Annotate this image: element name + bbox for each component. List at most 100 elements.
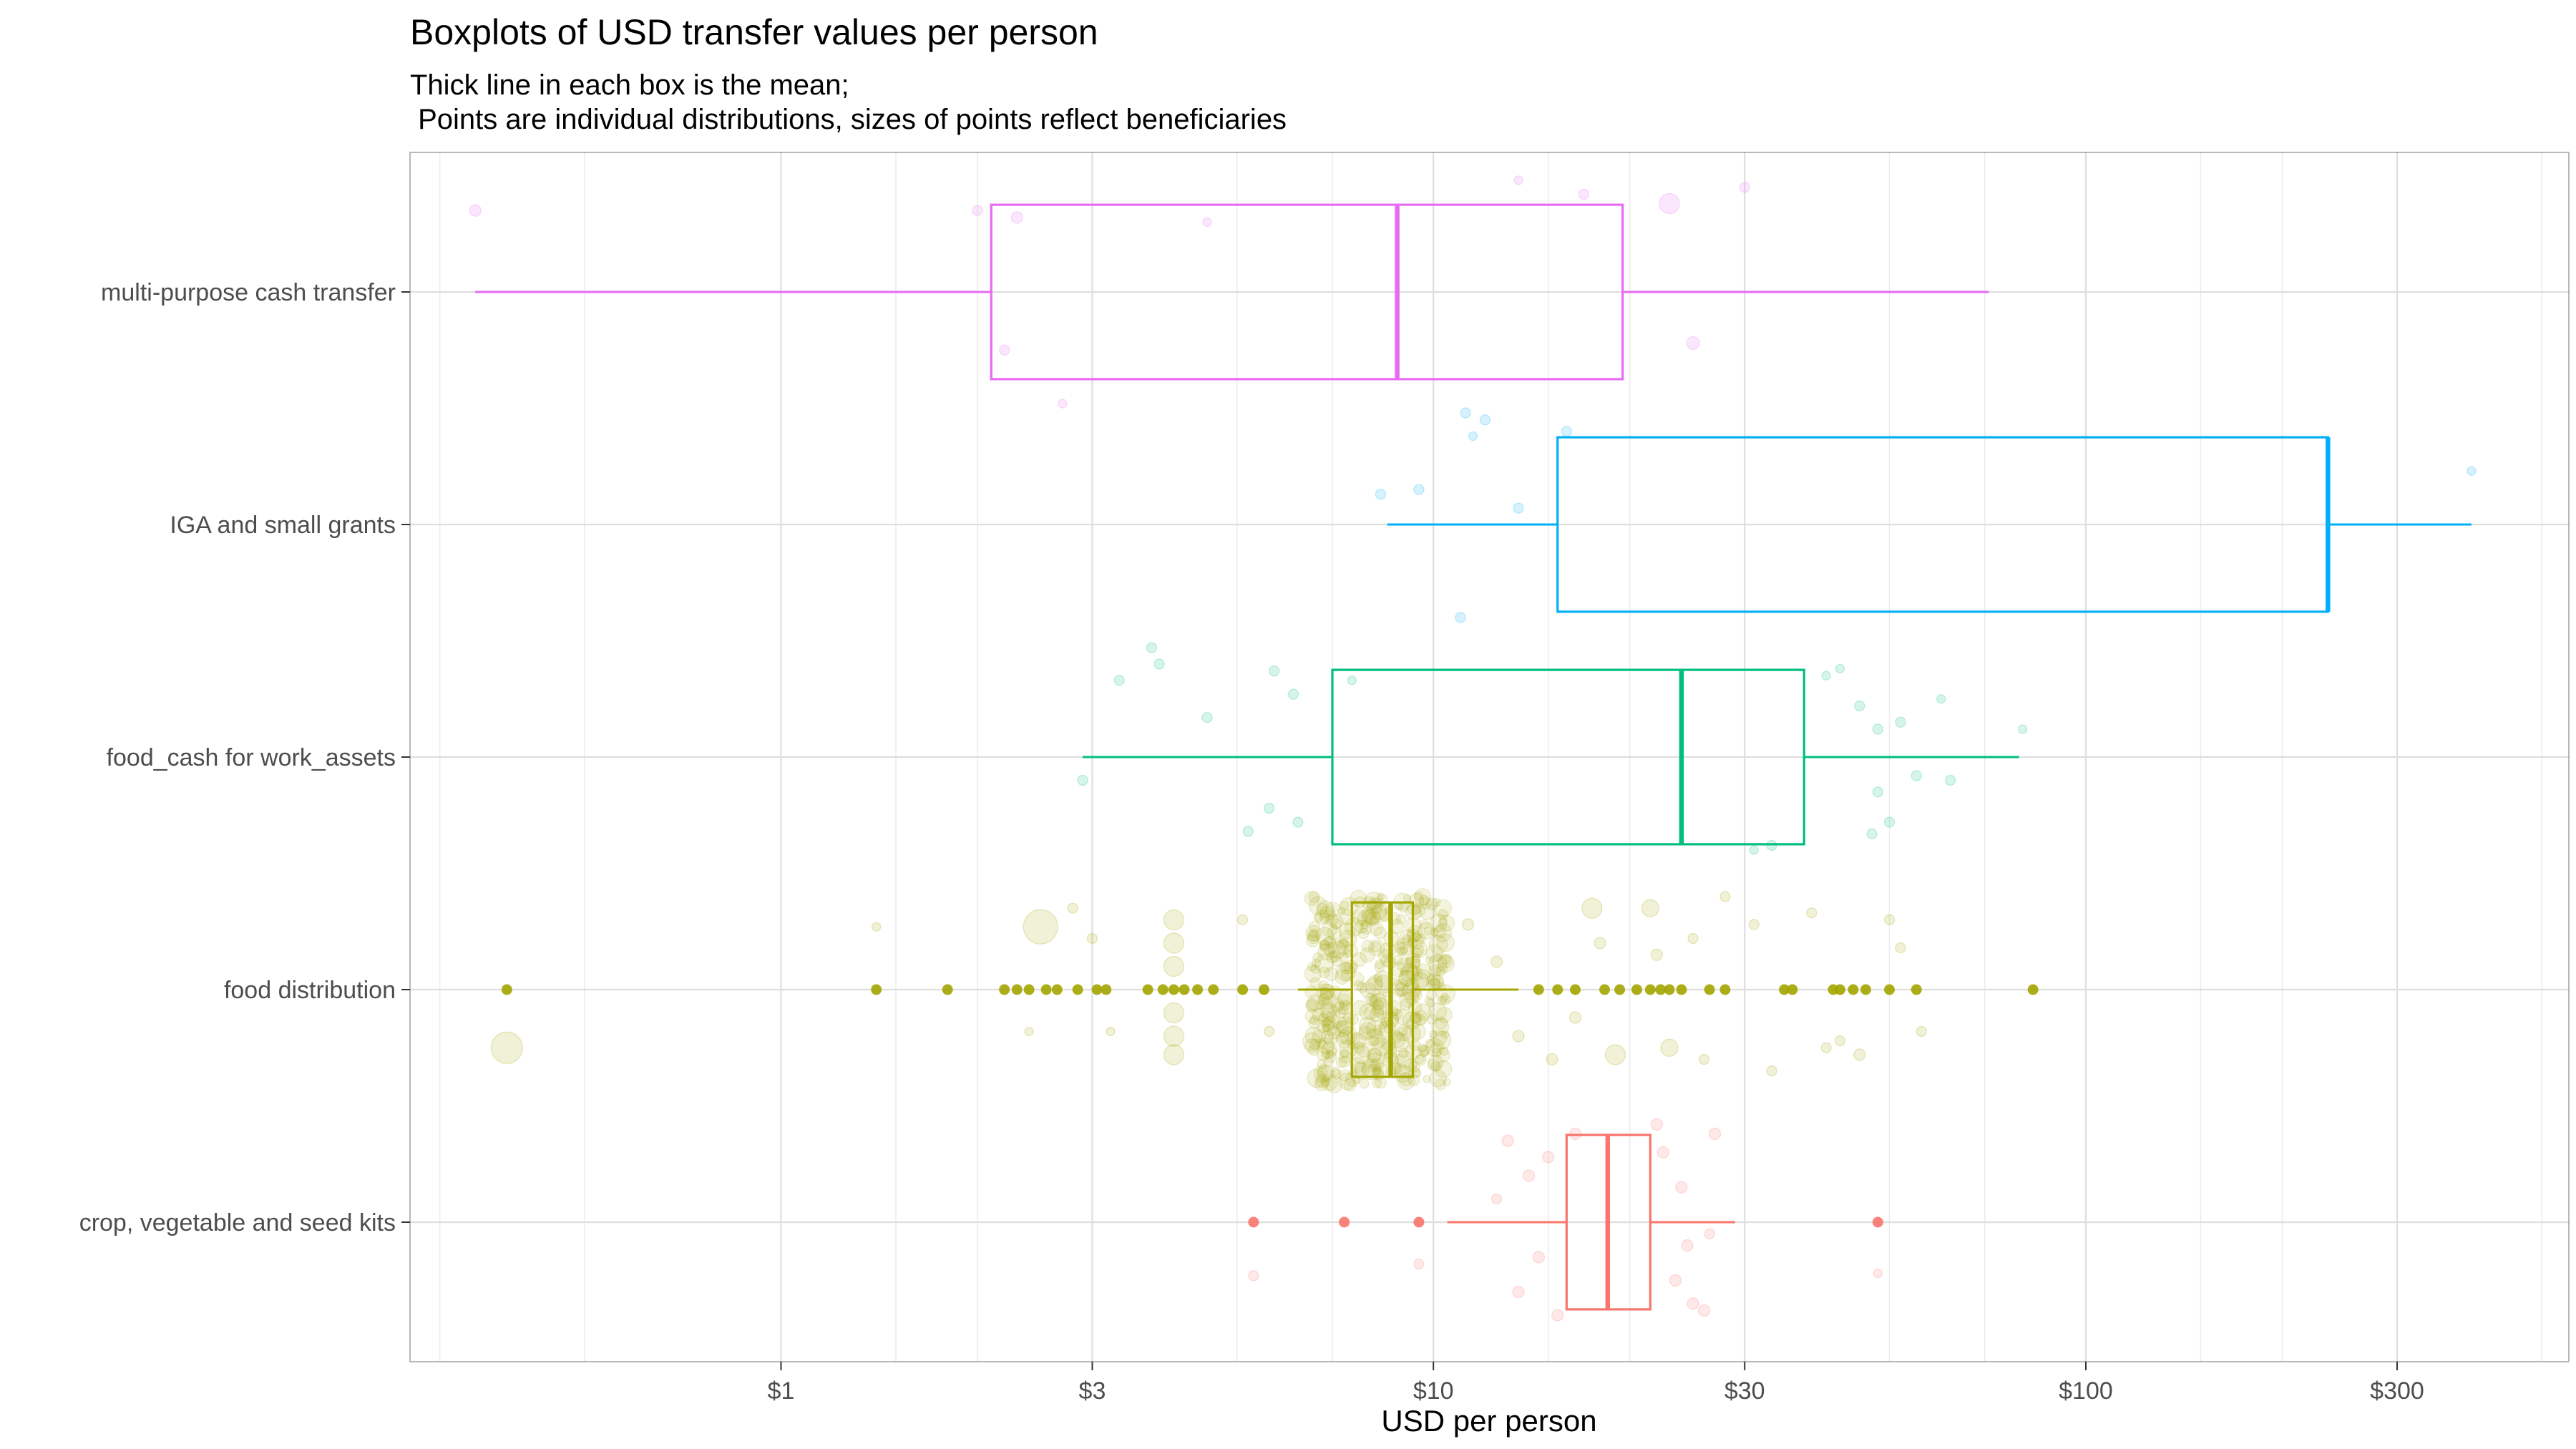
jitter-point <box>1415 1003 1432 1021</box>
jitter-point <box>1604 1044 1626 1065</box>
jitter-point <box>1321 1074 1338 1091</box>
jitter-point <box>1436 1007 1453 1023</box>
jitter-point <box>1321 1050 1331 1060</box>
jitter-point <box>1327 1025 1341 1040</box>
outlier-point <box>1719 984 1731 995</box>
jitter-point <box>1309 920 1321 932</box>
jitter-point <box>1669 1274 1682 1287</box>
outlier-point <box>1011 984 1023 995</box>
jitter-point <box>1406 965 1423 982</box>
jitter-point <box>1415 933 1427 945</box>
jitter-point <box>1324 942 1341 958</box>
jitter-point <box>1337 1006 1346 1015</box>
jitter-point <box>1373 1024 1382 1034</box>
jitter-point <box>1163 1025 1184 1047</box>
jitter-point <box>1319 940 1330 951</box>
jitter-point <box>1307 1068 1327 1088</box>
jitter-point <box>1698 1053 1710 1065</box>
jitter-point <box>1163 932 1184 954</box>
outlier-point <box>2027 984 2039 995</box>
jitter-point <box>1435 1078 1447 1091</box>
jitter-point <box>1820 1042 1832 1053</box>
outlier-point <box>1860 984 1871 995</box>
jitter-point <box>1396 941 1406 950</box>
jitter-point <box>1356 1042 1372 1058</box>
jitter-point <box>1373 1000 1385 1010</box>
jitter-point <box>490 1031 523 1064</box>
outlier-point <box>1237 984 1249 995</box>
jitter-point <box>1440 1030 1450 1039</box>
jitter-point <box>1321 1003 1340 1023</box>
jitter-point <box>1419 903 1436 920</box>
x-tick-label: $3 <box>1079 1377 1106 1405</box>
jitter-point <box>1430 927 1439 937</box>
jitter-point <box>1319 913 1331 924</box>
chart-title: Boxplots of USD transfer values per pers… <box>410 12 1098 52</box>
jitter-point <box>1024 1026 1034 1037</box>
jitter-point <box>1366 900 1382 916</box>
jitter-point <box>1314 909 1330 925</box>
jitter-point <box>1347 1013 1359 1025</box>
jitter-point <box>1354 919 1368 934</box>
jitter-point <box>1315 1073 1330 1088</box>
jitter-point <box>1363 908 1380 925</box>
jitter-point <box>1336 1016 1355 1035</box>
jitter-point <box>1835 663 1845 674</box>
jitter-point <box>1308 1044 1319 1056</box>
jitter-point <box>1322 1020 1338 1036</box>
jitter-point <box>1883 914 1896 926</box>
jitter-point <box>1681 1239 1694 1252</box>
jitter-point <box>1675 1181 1688 1194</box>
jitter-point <box>1429 1070 1447 1088</box>
jitter-point <box>1367 897 1384 914</box>
boxplot-food-distribution <box>1297 901 1519 1078</box>
jitter-point <box>1313 912 1324 922</box>
jitter-point <box>1513 502 1524 514</box>
box <box>990 203 1624 381</box>
outlier-point <box>942 984 953 995</box>
jitter-point <box>1330 918 1342 930</box>
jitter-point <box>1369 915 1379 924</box>
jitter-point <box>1339 1026 1357 1045</box>
jitter-point <box>1551 1309 1564 1322</box>
jitter-point <box>1426 998 1435 1008</box>
jitter-point <box>1372 1005 1385 1018</box>
jitter-point <box>1324 1031 1338 1046</box>
outlier-point <box>1040 984 1052 995</box>
box <box>1350 901 1415 1078</box>
jitter-point <box>1429 1030 1438 1039</box>
jitter-point <box>1308 891 1320 903</box>
jitter-point <box>1425 944 1444 962</box>
jitter-point <box>1365 977 1383 996</box>
jitter-point <box>1883 816 1896 828</box>
jitter-point <box>1310 964 1320 974</box>
jitter-point <box>1748 919 1760 930</box>
jitter-point <box>1418 922 1435 940</box>
x-tick-label: $10 <box>1413 1377 1454 1405</box>
outlier-point <box>1101 984 1112 995</box>
jitter-point <box>1435 1060 1453 1078</box>
jitter-point <box>1317 1064 1335 1082</box>
jitter-point <box>1392 955 1403 965</box>
jitter-point <box>1370 1058 1384 1072</box>
jitter-point <box>1438 914 1455 932</box>
jitter-point <box>1433 925 1447 939</box>
jitter-points <box>469 175 2477 1322</box>
jitter-point <box>1513 175 1523 185</box>
jitter-point <box>1512 1285 1525 1299</box>
jitter-point <box>1428 964 1441 977</box>
jitter-point <box>1242 826 1254 837</box>
jitter-point <box>1415 1053 1427 1066</box>
jitter-point <box>1413 1258 1425 1270</box>
jitter-point <box>1372 1078 1382 1088</box>
jitter-point <box>1512 1030 1525 1043</box>
chart-subtitle-line-1: Thick line in each box is the mean; <box>410 69 849 101</box>
jitter-point <box>1315 927 1335 946</box>
jitter-point <box>1322 1023 1331 1033</box>
jitter-point <box>1163 955 1184 977</box>
jitter-point <box>1439 917 1448 927</box>
jitter-point <box>1269 665 1280 677</box>
jitter-point <box>1304 1038 1319 1054</box>
jitter-point <box>1302 1032 1322 1051</box>
jitter-point <box>1337 907 1346 915</box>
